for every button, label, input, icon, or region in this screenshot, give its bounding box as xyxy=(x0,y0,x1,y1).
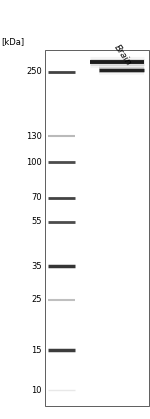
Text: 35: 35 xyxy=(31,262,42,271)
Text: 15: 15 xyxy=(32,346,42,355)
Text: 10: 10 xyxy=(32,386,42,395)
Text: [kDa]: [kDa] xyxy=(2,37,25,46)
Text: 130: 130 xyxy=(26,132,42,141)
Text: Brain: Brain xyxy=(112,43,133,67)
Text: 70: 70 xyxy=(31,193,42,202)
Text: 100: 100 xyxy=(26,158,42,167)
Text: 250: 250 xyxy=(26,67,42,76)
Text: 25: 25 xyxy=(32,295,42,304)
Text: 55: 55 xyxy=(32,217,42,226)
